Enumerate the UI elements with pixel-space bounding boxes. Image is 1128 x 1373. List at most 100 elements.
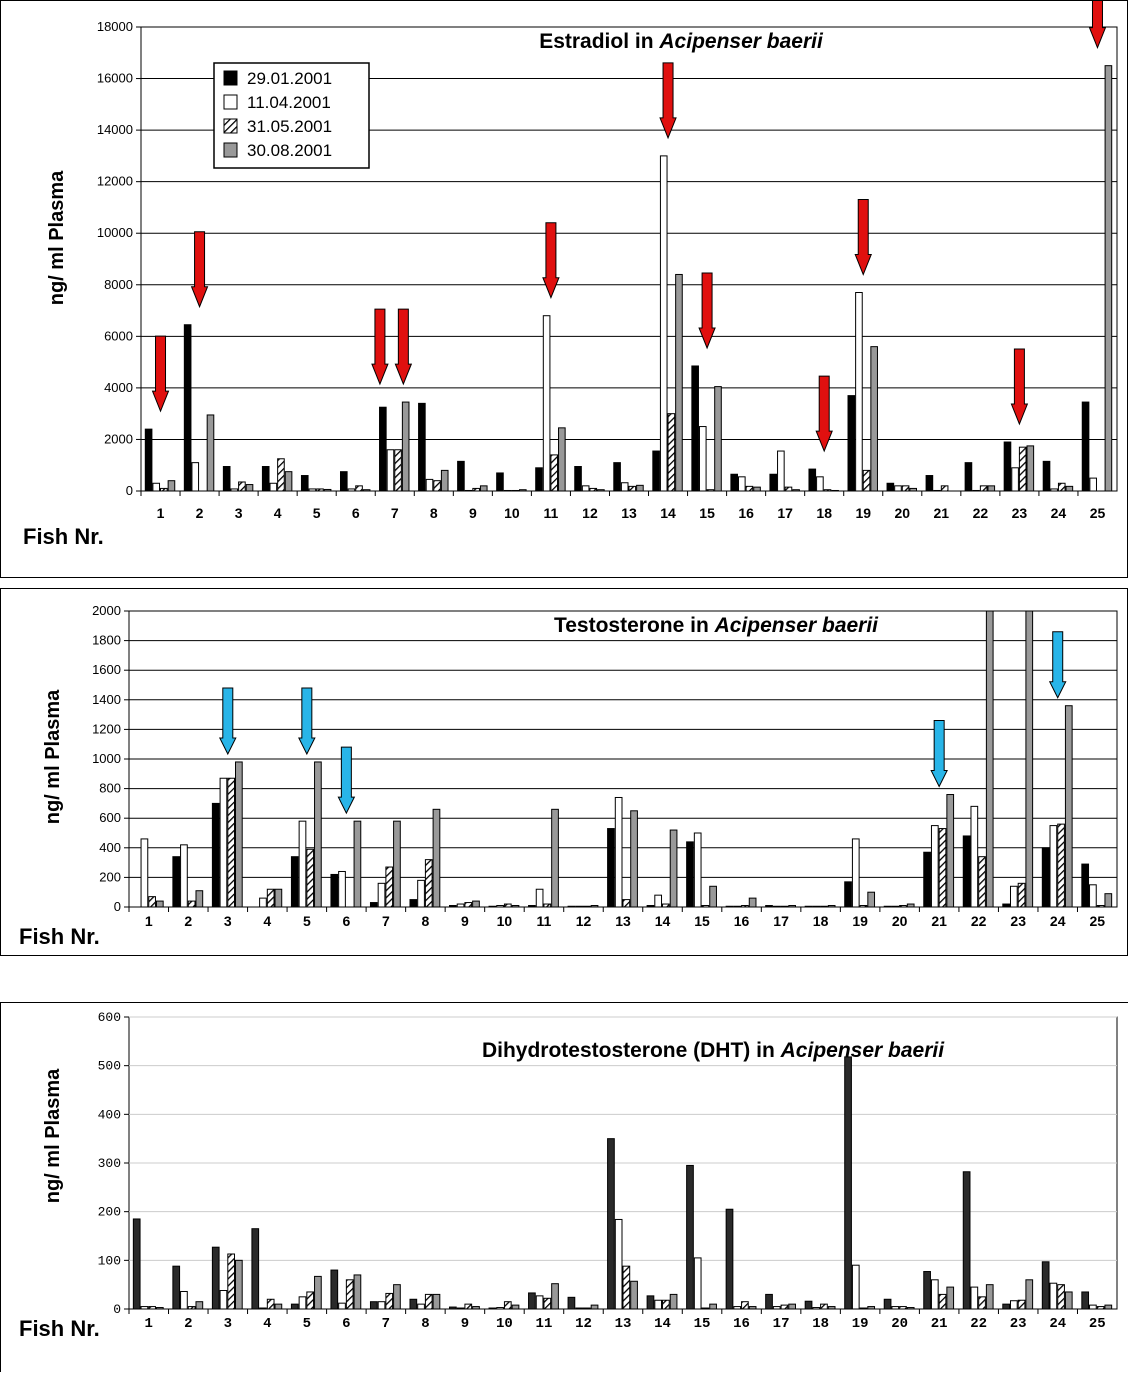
x-tick-label: 19 <box>852 913 868 929</box>
bar-30.08.2001-fish-12 <box>597 489 605 492</box>
bar-29.01.2001-fish-16 <box>730 473 739 492</box>
bar-31.05.2001-fish-16 <box>741 905 749 908</box>
bar-29.01.2001-fish-21 <box>925 475 934 492</box>
bar-11.04.2001-fish-6 <box>338 1302 346 1310</box>
bar-29.01.2001-fish-23 <box>1002 903 1010 908</box>
bar-11.04.2001-fish-20 <box>891 905 900 908</box>
bar-11.04.2001-fish-23 <box>1009 1300 1018 1310</box>
x-tick-label: 2 <box>184 1316 192 1332</box>
bar-31.05.2001-fish-19 <box>862 469 871 492</box>
bar-11.04.2001-fish-22 <box>970 805 979 908</box>
bar-29.01.2001-fish-1 <box>132 1218 141 1310</box>
x-axis-label: Fish Nr. <box>19 924 100 949</box>
bar-31.05.2001-fish-23 <box>1017 1299 1026 1310</box>
bar-11.04.2001-fish-4 <box>259 897 267 908</box>
x-tick-label: 13 <box>615 913 631 929</box>
bar-29.01.2001-fish-12 <box>574 466 582 492</box>
bar-31.05.2001-fish-24 <box>1057 1284 1065 1310</box>
bar-29.01.2001-fish-17 <box>765 905 773 908</box>
x-tick-label: 19 <box>852 1316 869 1332</box>
bar-11.04.2001-fish-8 <box>417 1303 425 1310</box>
bar-31.05.2001-fish-17 <box>784 486 793 492</box>
y-tick-label: 500 <box>98 1059 121 1074</box>
x-tick-label: 20 <box>891 1316 908 1332</box>
bar-29.01.2001-fish-7 <box>369 1301 378 1310</box>
x-tick-label: 11 <box>536 1316 553 1332</box>
bar-30.08.2001-fish-12 <box>590 905 599 908</box>
bar-29.01.2001-fish-8 <box>409 1298 418 1310</box>
bar-30.08.2001-fish-13 <box>630 1280 638 1310</box>
bar-30.08.2001-fish-19 <box>867 1306 876 1310</box>
y-tick-label: 1800 <box>92 633 121 648</box>
y-tick-label: 10000 <box>97 225 133 240</box>
bar-31.05.2001-fish-14 <box>662 1299 670 1310</box>
bar-29.01.2001-fish-20 <box>886 482 895 492</box>
bar-30.08.2001-fish-25 <box>1104 1304 1113 1310</box>
x-tick-label: 6 <box>342 1316 350 1332</box>
bar-30.08.2001-fish-22 <box>985 1284 994 1310</box>
bar-29.01.2001-fish-7 <box>379 406 387 492</box>
bar-30.08.2001-fish-11 <box>551 1283 559 1310</box>
bar-31.05.2001-fish-16 <box>745 485 754 492</box>
arrow-fish-2 <box>190 231 209 309</box>
bar-30.08.2001-fish-8 <box>432 1293 441 1310</box>
legend-swatch <box>223 118 238 134</box>
bar-30.08.2001-fish-10 <box>511 1304 520 1310</box>
bar-30.08.2001-fish-7 <box>393 1284 401 1310</box>
bar-11.04.2001-fish-17 <box>772 1306 781 1310</box>
x-tick-label: 12 <box>582 505 598 521</box>
legend-label: 29.01.2001 <box>247 69 332 88</box>
bar-29.01.2001-fish-18 <box>804 1300 813 1310</box>
bar-11.04.2001-fish-19 <box>851 1264 860 1310</box>
x-tick-label: 3 <box>224 913 232 929</box>
bar-31.05.2001-fish-2 <box>187 1306 196 1310</box>
bar-29.01.2001-fish-19 <box>847 395 856 492</box>
bar-29.01.2001-fish-2 <box>172 856 181 908</box>
bar-11.04.2001-fish-10 <box>503 489 512 492</box>
bar-31.05.2001-fish-12 <box>582 905 591 908</box>
bar-11.04.2001-fish-24 <box>1049 1282 1058 1310</box>
y-tick-label: 200 <box>98 1205 121 1220</box>
bar-29.01.2001-fish-17 <box>765 1293 773 1310</box>
y-tick-label: 600 <box>99 810 121 825</box>
x-tick-label: 25 <box>1089 1316 1106 1332</box>
bar-11.04.2001-fish-2 <box>191 462 200 492</box>
bar-11.04.2001-fish-21 <box>933 489 941 492</box>
bar-29.01.2001-fish-18 <box>804 905 813 908</box>
y-tick-label: 14000 <box>97 122 133 137</box>
y-axis-label: ng/ ml Plasma <box>42 689 64 824</box>
legend-swatch <box>223 142 238 158</box>
bar-31.05.2001-fish-9 <box>464 902 473 908</box>
x-tick-label: 16 <box>734 913 750 929</box>
bar-29.01.2001-fish-15 <box>686 1164 694 1310</box>
bar-31.05.2001-fish-22 <box>978 1296 986 1310</box>
x-tick-label: 5 <box>303 913 311 929</box>
bar-11.04.2001-fish-24 <box>1049 825 1058 908</box>
x-tick-label: 9 <box>469 505 477 521</box>
bar-31.05.2001-fish-24 <box>1057 482 1066 492</box>
bar-29.01.2001-fish-2 <box>183 324 192 492</box>
legend-label: 30.08.2001 <box>247 141 332 160</box>
x-tick-label: 10 <box>504 505 520 521</box>
bar-11.04.2001-fish-13 <box>620 482 629 492</box>
bar-30.08.2001-fish-16 <box>753 486 761 492</box>
bar-31.05.2001-fish-23 <box>1017 882 1026 908</box>
arrow-fish-3 <box>218 687 237 756</box>
bar-11.04.2001-fish-19 <box>855 292 863 492</box>
x-axis-label: Fish Nr. <box>23 524 104 549</box>
bar-30.08.2001-fish-4 <box>284 471 293 492</box>
x-tick-label: 18 <box>813 913 829 929</box>
legend-swatch <box>223 70 238 86</box>
bar-31.05.2001-fish-11 <box>543 903 552 908</box>
bar-30.08.2001-fish-5 <box>314 1275 322 1310</box>
bar-11.04.2001-fish-12 <box>575 1307 583 1310</box>
bar-30.08.2001-fish-23 <box>1025 610 1034 908</box>
x-tick-label: 11 <box>544 505 559 521</box>
bar-31.05.2001-fish-3 <box>238 481 246 492</box>
bar-31.05.2001-fish-19 <box>859 905 868 908</box>
y-tick-label: 1200 <box>92 721 121 736</box>
bar-30.08.2001-fish-23 <box>1025 1279 1034 1310</box>
bar-31.05.2001-fish-20 <box>899 1306 907 1310</box>
bar-30.08.2001-fish-3 <box>245 484 254 492</box>
